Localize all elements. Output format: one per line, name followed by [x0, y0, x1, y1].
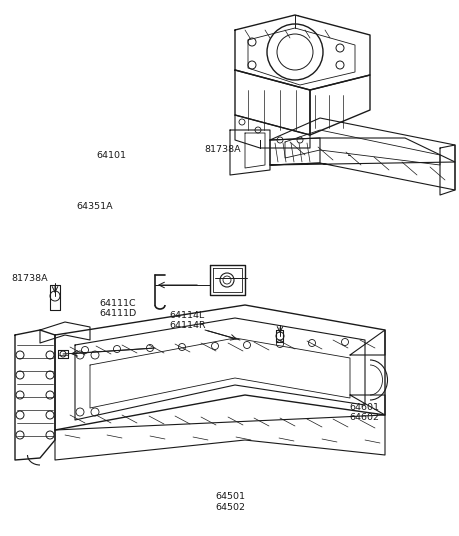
Text: 64101: 64101 — [96, 151, 126, 160]
Text: 64111C
64111D: 64111C 64111D — [99, 299, 136, 318]
Text: 81738A: 81738A — [204, 145, 241, 153]
Text: 64501
64502: 64501 64502 — [214, 493, 245, 512]
Text: 64114L
64114R: 64114L 64114R — [169, 311, 206, 330]
Text: 64601
64602: 64601 64602 — [349, 403, 379, 422]
Text: 64351A: 64351A — [76, 202, 112, 211]
Text: 81738A: 81738A — [11, 274, 48, 283]
